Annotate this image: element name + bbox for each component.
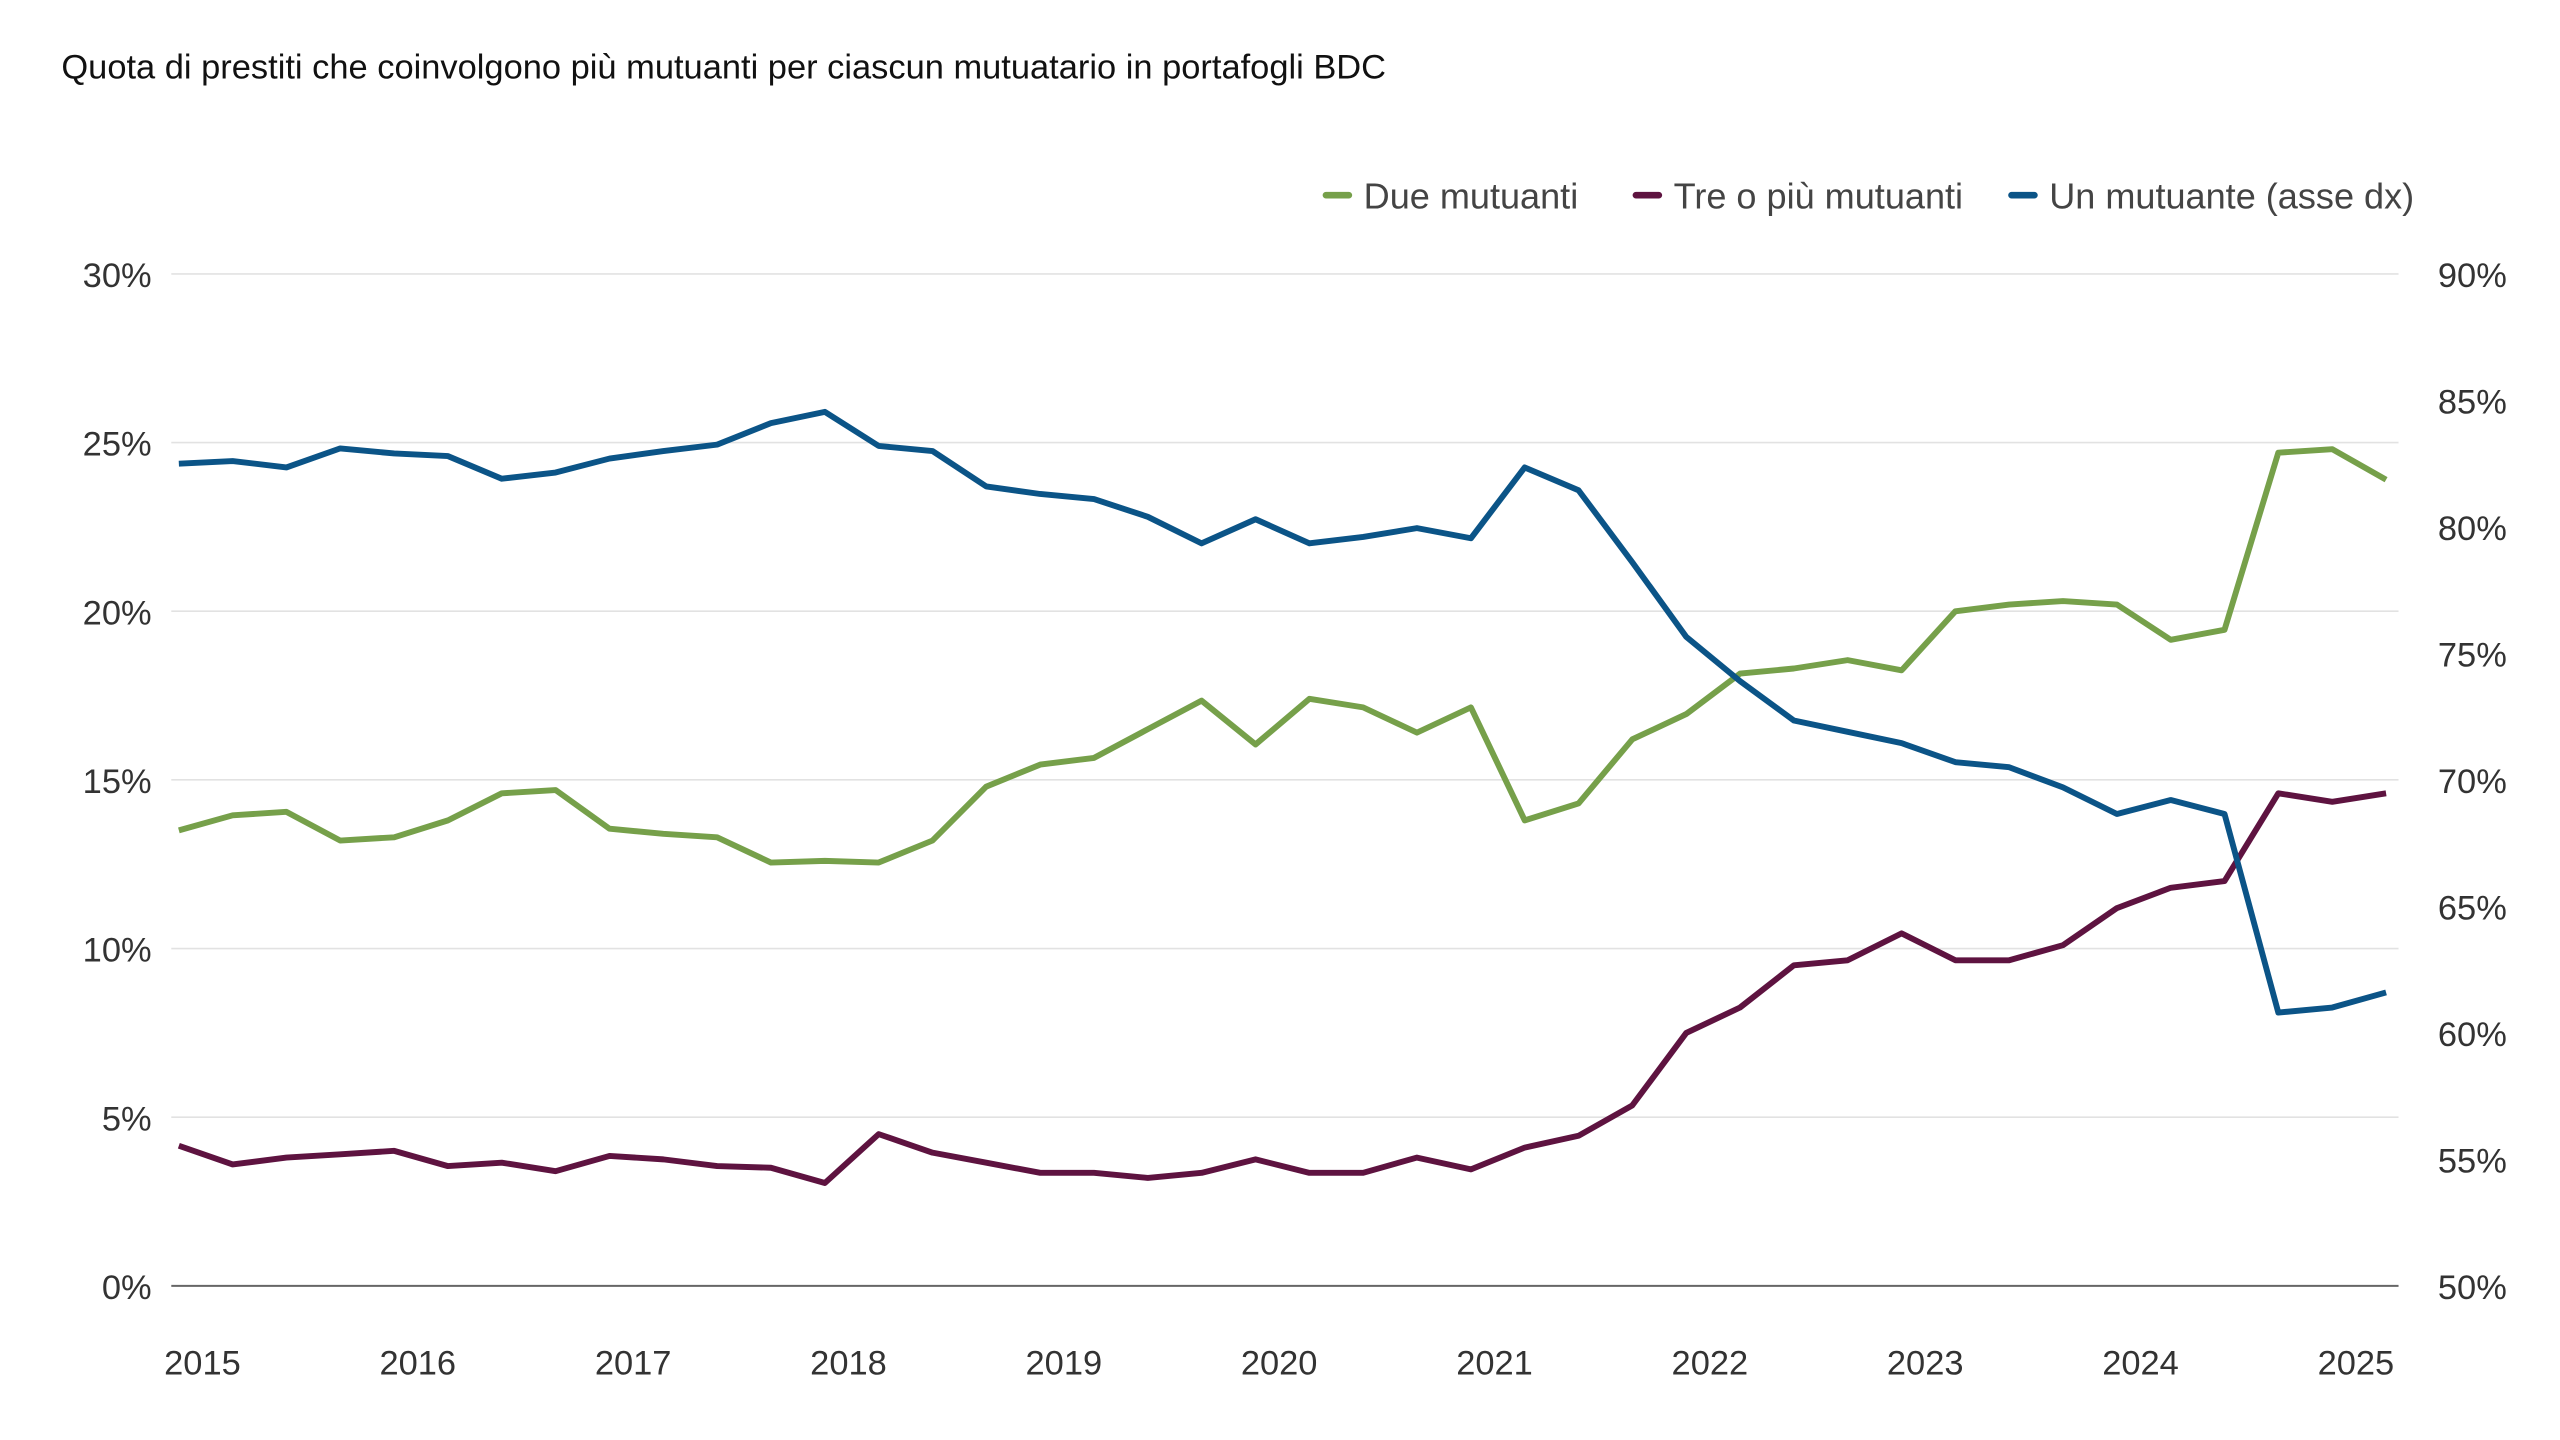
y-right-tick-label: 70%	[2438, 763, 2507, 801]
x-tick-label: 2019	[1026, 1344, 1103, 1382]
x-tick-label: 2022	[1672, 1344, 1749, 1382]
y-right-tick-label: 90%	[2438, 257, 2507, 295]
x-tick-label: 2017	[595, 1344, 672, 1382]
x-tick-label: 2024	[2102, 1344, 2179, 1382]
x-tick-label: 2018	[810, 1344, 887, 1382]
y-right-tick-label: 80%	[2438, 510, 2507, 548]
series-line-tre-o-pi-mutuanti	[177, 790, 2387, 1186]
x-tick-label: 2025	[2318, 1344, 2395, 1382]
x-axis: 2015 2016 2017 2018 2019 2020 2021 2022 2023 2024…	[164, 1344, 2394, 1382]
gridlines	[171, 273, 2399, 1118]
y-axis-left: 0% 5% 10% 15% 20% 25% 30%	[83, 257, 152, 1307]
x-tick-label: 2023	[1887, 1344, 1964, 1382]
y-left-tick-label: 30%	[83, 257, 152, 295]
y-axis-right: 50% 55% 60% 65% 70% 75% 80% 85% 90%	[2438, 257, 2507, 1307]
series-line-un-mutuante-asse-dx-	[178, 408, 2387, 1016]
y-left-tick-label: 0%	[102, 1269, 152, 1307]
y-right-tick-label: 75%	[2438, 636, 2507, 674]
x-tick-label: 2021	[1456, 1344, 1533, 1382]
y-left-tick-label: 20%	[83, 594, 152, 632]
legend: Due mutuanti Tre o più mutuanti Un mutuant…	[1322, 175, 2414, 216]
chart-title: Quota di prestiti che coinvolgono più mu…	[61, 49, 1386, 87]
y-left-tick-label: 25%	[83, 426, 152, 464]
legend-label: Un mutuante (asse dx)	[2049, 175, 2414, 216]
y-left-tick-label: 10%	[83, 932, 152, 970]
y-right-tick-label: 85%	[2438, 384, 2507, 422]
y-left-tick-label: 5%	[102, 1100, 152, 1138]
y-right-tick-label: 60%	[2438, 1016, 2507, 1054]
x-tick-label: 2016	[379, 1344, 456, 1382]
series-line-due-mutuanti	[178, 446, 2388, 866]
legend-label: Due mutuanti	[1364, 175, 1579, 216]
y-right-tick-label: 55%	[2438, 1142, 2507, 1180]
legend-label: Tre o più mutuanti	[1674, 175, 1963, 216]
x-tick-label: 2020	[1241, 1344, 1318, 1382]
series-lines	[177, 408, 2388, 1186]
x-tick-label: 2015	[164, 1344, 241, 1382]
y-right-tick-label: 65%	[2438, 889, 2507, 927]
y-left-tick-label: 15%	[83, 763, 152, 801]
y-right-tick-label: 50%	[2438, 1269, 2507, 1307]
